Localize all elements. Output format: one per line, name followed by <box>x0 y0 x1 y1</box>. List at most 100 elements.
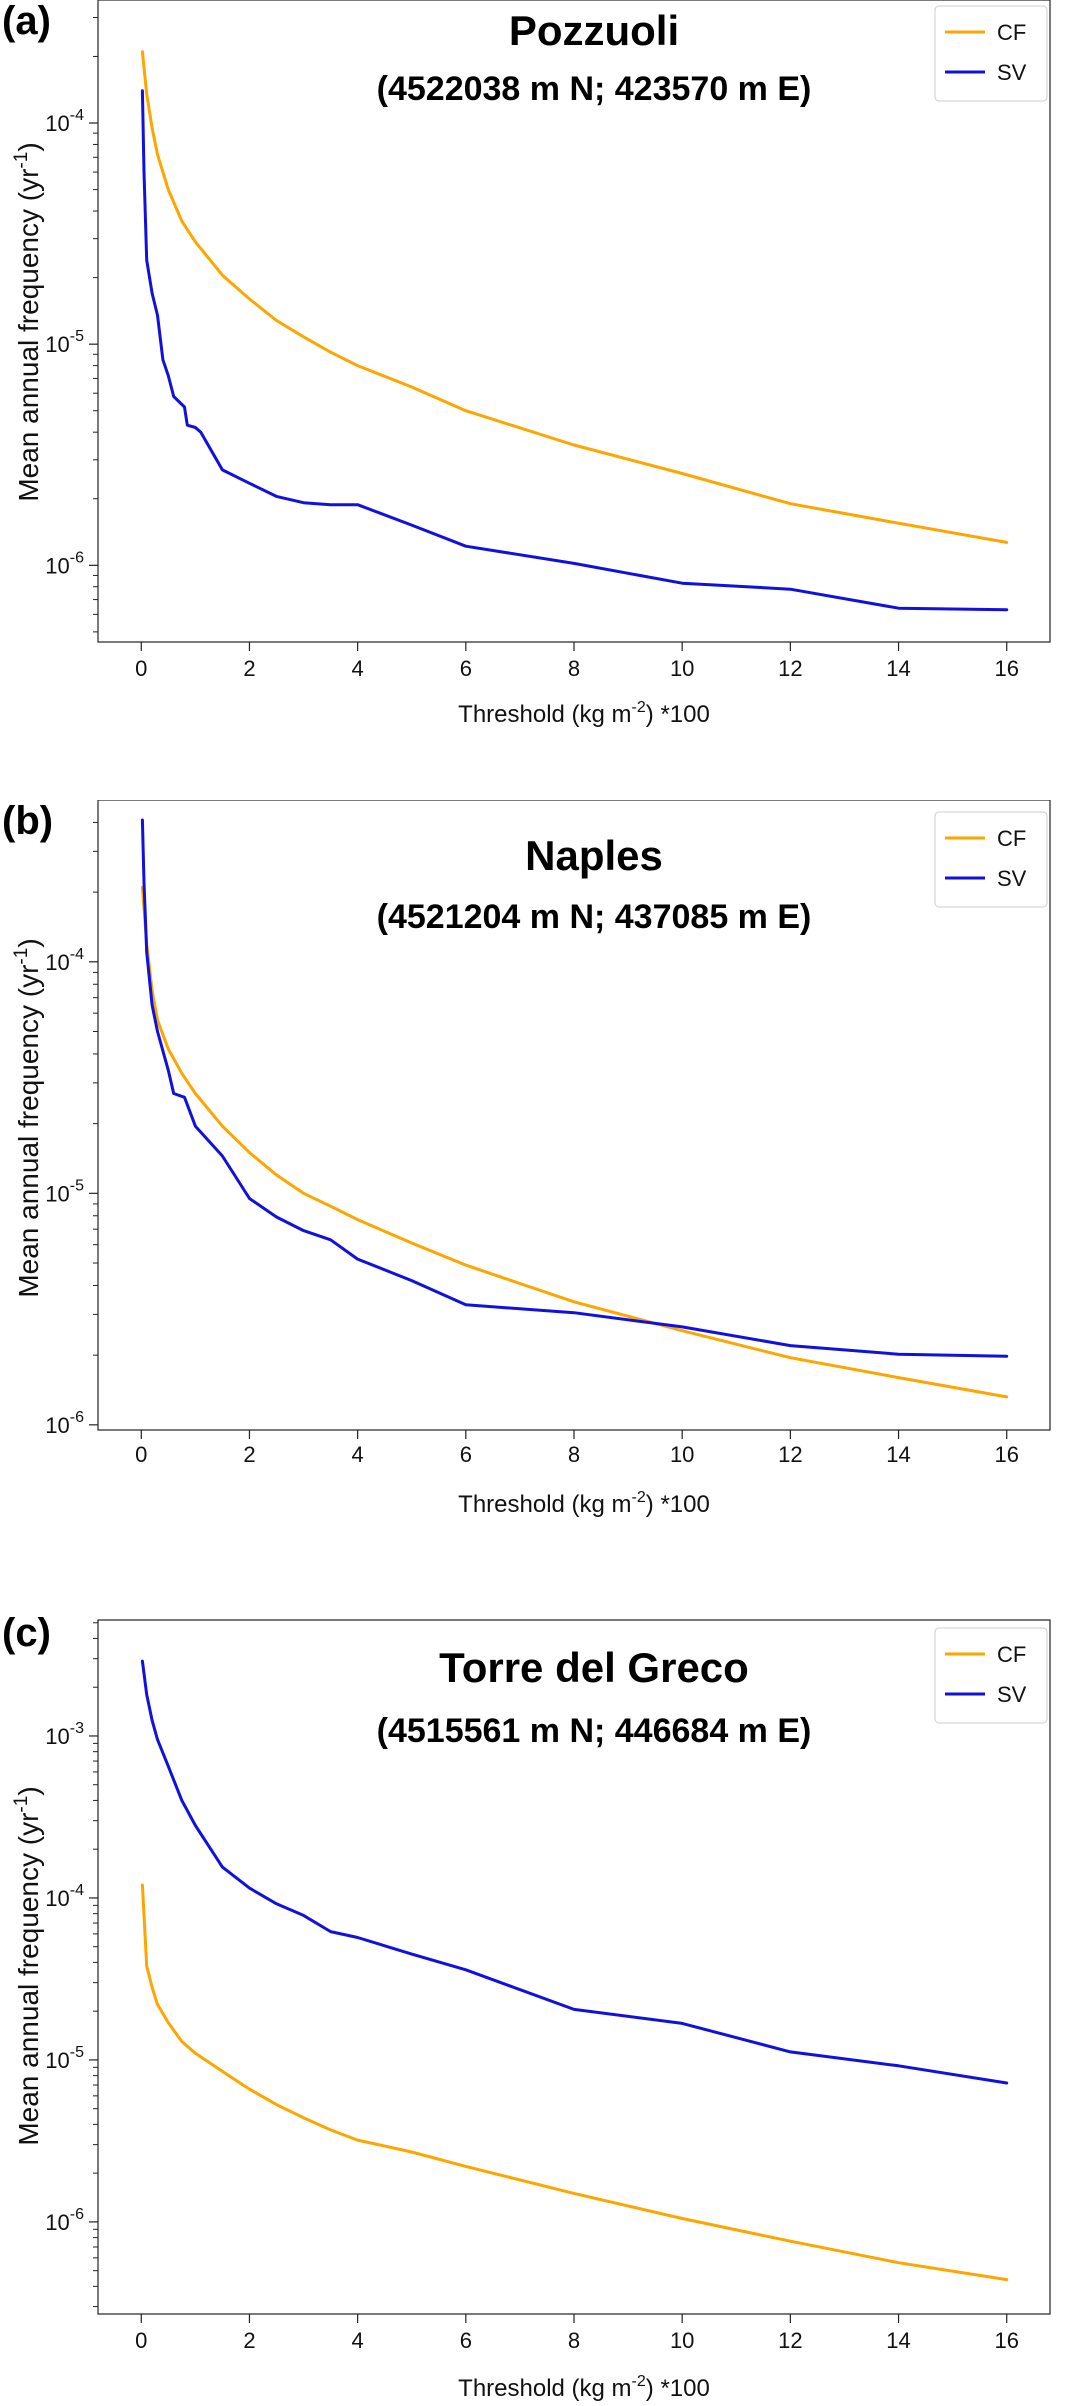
series-line-cf <box>140 1883 1009 2282</box>
x-tick-label: 10 <box>670 2328 694 2353</box>
x-tick-label: 8 <box>568 2328 580 2353</box>
y-tick-base: 10 <box>45 950 69 975</box>
y-tick-label: 10-4 <box>45 107 84 136</box>
x-axis-label-sup: -2 <box>632 699 646 716</box>
x-tick-label: 6 <box>460 656 472 681</box>
y-tick-exponent: -5 <box>70 2044 84 2061</box>
y-axis-label-main: Mean annual frequency (yr <box>13 965 44 1298</box>
chart-c: 0 2 4 6 8 10 12 14 1610-610-510-410-3CFSV(c)Torr… <box>2 1611 1051 2402</box>
y-tick-exponent: -4 <box>70 946 84 963</box>
x-axis-label: Threshold (kg m-2) *100 <box>458 1489 710 1518</box>
y-tick-exponent: -4 <box>70 107 84 124</box>
chart-subtitle: (4521204 m N; 437085 m E) <box>377 898 812 936</box>
y-tick-exponent: -3 <box>70 1720 84 1737</box>
panel-letter: (a) <box>2 0 51 43</box>
series-line-cf <box>140 50 1009 544</box>
x-tick-label: 16 <box>994 656 1018 681</box>
chart-title: Naples <box>525 832 663 879</box>
y-axis-label-end: ) <box>13 938 44 947</box>
legend-box <box>934 1627 1048 1724</box>
legend-box <box>934 5 1048 102</box>
series-line-sv <box>140 89 1009 612</box>
x-tick-label: 0 <box>135 1442 147 1467</box>
legend: CF SV <box>934 5 1048 102</box>
legend: CF SV <box>934 1627 1048 1724</box>
y-axis-label-sup: -1 <box>11 1796 32 1813</box>
x-tick-label: 10 <box>670 1442 694 1467</box>
legend-label-cf: CF <box>997 1642 1026 1667</box>
y-tick-base: 10 <box>45 2048 69 2073</box>
y-tick-label: 10-6 <box>45 549 84 578</box>
legend-box <box>934 811 1048 908</box>
chart-panel-a: 0 2 4 6 8 10 12 14 16 10-6 10-5 10-4 CF SV (a) Pozzuoli… <box>0 0 1071 800</box>
x-tick-label: 16 <box>994 1442 1018 1467</box>
panel-letter: (b) <box>2 800 53 843</box>
x-tick-label: 14 <box>886 1442 910 1467</box>
x-tick-label: 12 <box>778 1442 802 1467</box>
series-line-cf <box>140 885 1009 1399</box>
x-axis-label: Threshold (kg m-2) *100 <box>458 2373 710 2402</box>
x-tick-label: 10 <box>670 656 694 681</box>
y-tick-label: 10-5 <box>45 1177 84 1206</box>
y-tick-exponent: -5 <box>70 1177 84 1194</box>
x-tick-label: 16 <box>994 2328 1018 2353</box>
x-tick-label: 8 <box>568 1442 580 1467</box>
y-tick-base: 10 <box>45 1724 69 1749</box>
y-axis-label-sup: -1 <box>11 948 32 965</box>
y-axis-label-main: Mean annual frequency (yr <box>13 169 44 502</box>
x-axis-label: Threshold (kg m-2) *100 <box>458 699 710 728</box>
x-tick-label: 4 <box>352 656 364 681</box>
y-axis-label: Mean annual frequency (yr-1) <box>11 142 44 501</box>
y-axis-label: Mean annual frequency (yr-1) <box>11 938 44 1297</box>
series-line-sv <box>140 1659 1009 2085</box>
y-tick-label: 10-5 <box>45 2044 84 2073</box>
y-tick-label: 10-6 <box>45 2206 84 2235</box>
y-tick-base: 10 <box>45 553 69 578</box>
legend-label-sv: SV <box>997 1682 1027 1707</box>
x-axis-label-end: ) *100 <box>646 701 710 728</box>
x-tick-label: 14 <box>886 656 910 681</box>
plot-frame <box>97 800 1051 1431</box>
y-axis-label-main: Mean annual frequency (yr <box>13 1813 44 2146</box>
y-tick-exponent: -6 <box>70 1409 84 1426</box>
y-tick-base: 10 <box>45 1181 69 1206</box>
x-tick-label: 2 <box>243 1442 255 1467</box>
series-line-sv <box>140 818 1009 1358</box>
x-axis-label-sup: -2 <box>632 1489 646 1506</box>
y-tick-exponent: -6 <box>70 549 84 566</box>
y-tick-base: 10 <box>45 1413 69 1438</box>
y-tick-label: 10-3 <box>45 1720 84 1749</box>
y-tick-label: 10-6 <box>45 1409 84 1438</box>
x-axis-label-main: Threshold (kg m <box>458 701 631 728</box>
panel-letter: (c) <box>2 1611 51 1655</box>
x-tick-label: 0 <box>135 2328 147 2353</box>
y-tick-base: 10 <box>45 2210 69 2235</box>
legend-label-sv: SV <box>997 866 1027 891</box>
y-axis-label-sup: -1 <box>11 152 32 169</box>
x-tick-label: 6 <box>460 1442 472 1467</box>
y-tick-exponent: -6 <box>70 2206 84 2223</box>
legend-label-sv: SV <box>997 60 1027 85</box>
x-axis-label-end: ) *100 <box>646 2375 710 2402</box>
y-axis-label-end: ) <box>13 142 44 151</box>
chart-b: 0 2 4 6 8 10 12 14 1610-610-510-4CFSV(b)Naples(4… <box>2 800 1051 1518</box>
x-tick-label: 6 <box>460 2328 472 2353</box>
y-tick-base: 10 <box>45 1886 69 1911</box>
y-axis-label: Mean annual frequency (yr-1) <box>11 1786 44 2145</box>
chart-subtitle: (4522038 m N; 423570 m E) <box>377 70 812 108</box>
x-tick-label: 12 <box>778 2328 802 2353</box>
y-tick-base: 10 <box>45 111 69 136</box>
y-tick-label: 10-4 <box>45 946 84 975</box>
y-tick-label: 10-5 <box>45 328 84 357</box>
x-axis-label-main: Threshold (kg m <box>458 2375 631 2402</box>
x-axis-label-end: ) *100 <box>646 1491 710 1518</box>
x-tick-label: 12 <box>778 656 802 681</box>
chart-title: Pozzuoli <box>509 7 679 54</box>
y-axis-label-end: ) <box>13 1786 44 1795</box>
x-tick-label: 2 <box>243 656 255 681</box>
chart-title: Torre del Greco <box>439 1644 749 1691</box>
x-tick-label: 4 <box>352 1442 364 1467</box>
chart-panel-b: 0 2 4 6 8 10 12 14 16 10-6 10-5 10-4 CF SV (b) Naples (4… <box>0 800 1071 1600</box>
legend-label-cf: CF <box>997 20 1026 45</box>
